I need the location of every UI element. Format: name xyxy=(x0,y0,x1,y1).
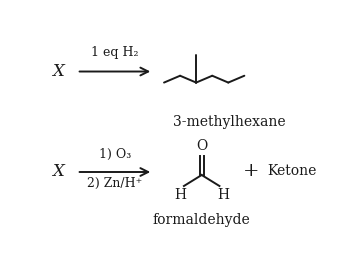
Text: X: X xyxy=(52,63,64,80)
Text: 3-methylhexane: 3-methylhexane xyxy=(173,115,286,129)
Text: H: H xyxy=(218,188,230,201)
Text: formaldehyde: formaldehyde xyxy=(152,213,250,227)
Text: O: O xyxy=(196,139,207,153)
Text: 2) Zn/H⁺: 2) Zn/H⁺ xyxy=(87,177,143,190)
Text: +: + xyxy=(243,162,259,180)
Text: 1 eq H₂: 1 eq H₂ xyxy=(91,46,139,60)
Text: Ketone: Ketone xyxy=(268,164,317,178)
Text: X: X xyxy=(52,163,64,181)
Text: H: H xyxy=(174,188,186,201)
Text: 1) O₃: 1) O₃ xyxy=(99,148,131,161)
